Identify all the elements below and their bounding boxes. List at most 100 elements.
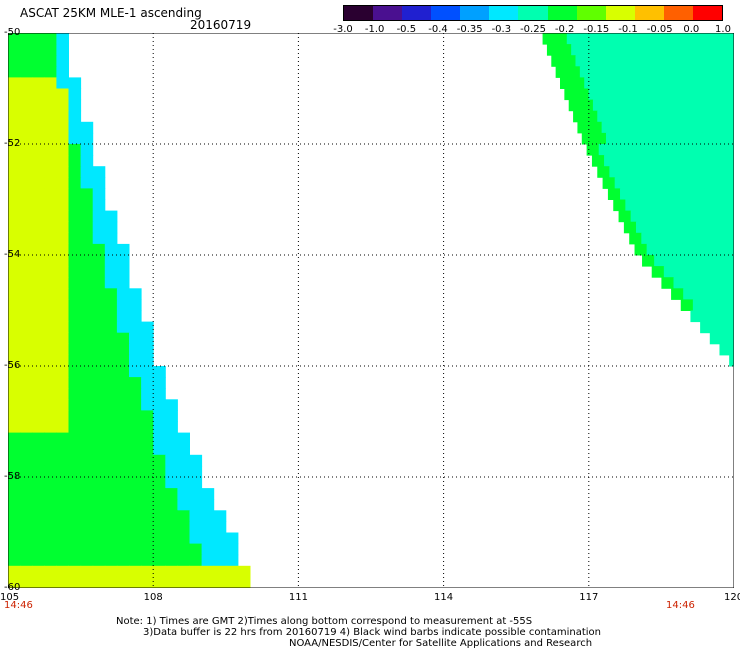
heatmap-cell: [20, 310, 33, 323]
heatmap-cell: [56, 232, 69, 245]
heatmap-cell: [698, 121, 712, 134]
heatmap-cell: [32, 332, 45, 345]
heatmap-cell: [640, 66, 653, 78]
heatmap-cell: [20, 399, 33, 411]
heatmap-cell: [675, 33, 689, 45]
heatmap-cell: [609, 110, 622, 123]
heatmap-cell: [104, 477, 118, 489]
heatmap-cell: [56, 188, 69, 200]
heatmap-cell: [56, 255, 69, 267]
heatmap-cell: [631, 44, 645, 56]
heatmap-cell: [584, 77, 597, 89]
heatmap-cell: [129, 521, 142, 533]
heatmap-cell: [635, 55, 649, 67]
heatmap-cell: [116, 243, 130, 256]
heatmap-cell: [648, 221, 661, 234]
heatmap-cell: [189, 521, 203, 533]
heatmap-cell: [56, 132, 69, 145]
heatmap-cell: [92, 332, 106, 345]
heatmap-cell: [641, 99, 654, 112]
heatmap-cell: [32, 277, 45, 289]
heatmap-cell: [32, 532, 45, 545]
heatmap-cell: [663, 177, 676, 189]
heatmap-cell: [44, 288, 57, 300]
heatmap-cell: [80, 121, 94, 134]
heatmap-cell: [44, 421, 57, 434]
heatmap-cell: [20, 554, 33, 567]
heatmap-cell: [616, 155, 629, 167]
heatmap-cell: [116, 488, 130, 500]
heatmap-cell: [92, 354, 106, 367]
heatmap-cell: [8, 288, 21, 300]
heatmap-cell: [564, 88, 577, 101]
heatmap-cell: [671, 288, 684, 300]
heatmap-cell: [56, 421, 69, 434]
heatmap-cell: [153, 399, 166, 411]
heatmap-cell: [68, 576, 82, 588]
heatmap-cell: [32, 421, 45, 434]
heatmap-cell: [581, 132, 595, 145]
heatmap-cell: [667, 44, 681, 56]
heatmap-cell: [8, 510, 21, 522]
heatmap-cell: [32, 465, 45, 478]
heatmap-cell: [630, 210, 644, 223]
colorbar-segment: [692, 6, 723, 20]
colorbar-labels: -3.0 -1.0 -0.5 -0.4 -0.35 -0.3 -0.25 -0.2 -0.15-…: [0, 24, 740, 38]
heatmap-cell: [20, 55, 33, 67]
heatmap-cell: [68, 321, 82, 334]
heatmap-cell: [20, 44, 33, 56]
heatmap-cell: [104, 343, 118, 356]
x-tick-label: 114: [434, 592, 454, 603]
heatmap-cell: [189, 554, 203, 567]
heatmap-cell: [225, 565, 239, 578]
heatmap-cell: [717, 299, 730, 311]
heatmap-cell: [686, 121, 699, 134]
heatmap-cell: [644, 77, 658, 89]
heatmap-cell: [56, 166, 69, 178]
heatmap-cell: [640, 155, 653, 167]
heatmap-cell: [20, 565, 33, 578]
heatmap-cell: [44, 199, 57, 212]
heatmap-cell: [32, 155, 45, 167]
heatmap-cell: [624, 88, 638, 101]
heatmap-cell: [56, 266, 69, 278]
colorbar-segment: [402, 6, 432, 20]
heatmap-cell: [726, 255, 734, 267]
heatmap-cell: [104, 321, 118, 334]
heatmap-cell: [710, 199, 723, 212]
heatmap-cell: [654, 255, 667, 267]
heatmap-cell: [116, 310, 130, 323]
heatmap-cell: [704, 188, 718, 200]
heatmap-cell: [8, 399, 21, 411]
heatmap-cell: [141, 454, 154, 467]
heatmap-cell: [32, 432, 45, 445]
heatmap-cell: [44, 465, 57, 478]
heatmap-cell: [44, 255, 57, 267]
heatmap-cell: [213, 565, 227, 578]
heatmap-cell: [664, 155, 678, 167]
heatmap-cell: [605, 132, 619, 145]
heatmap-cell: [682, 243, 696, 256]
heatmap-cell: [560, 77, 573, 89]
heatmap-cell: [8, 33, 21, 45]
heatmap-cell: [104, 243, 118, 256]
heatmap-cell: [213, 532, 227, 545]
heatmap-cell: [20, 33, 33, 45]
heatmap-cell: [8, 421, 21, 434]
heatmap-cell: [663, 266, 677, 278]
heatmap-cell: [165, 477, 178, 489]
heatmap-cell: [116, 521, 130, 533]
heatmap-cell: [141, 443, 154, 456]
heatmap-cell: [141, 388, 154, 400]
heatmap-cell: [92, 232, 106, 245]
heatmap-cell: [632, 188, 645, 200]
heatmap-cell: [165, 465, 178, 478]
heatmap-cell: [201, 532, 215, 545]
note-line-1: Note: 1) Times are GMT 2)Times along bot…: [116, 616, 533, 627]
heatmap-cell: [201, 543, 215, 556]
heatmap-cell: [577, 121, 591, 134]
heatmap-cell: [568, 99, 582, 112]
heatmap-cell: [589, 121, 603, 134]
heatmap-cell: [165, 521, 178, 533]
heatmap-cell: [20, 543, 33, 556]
